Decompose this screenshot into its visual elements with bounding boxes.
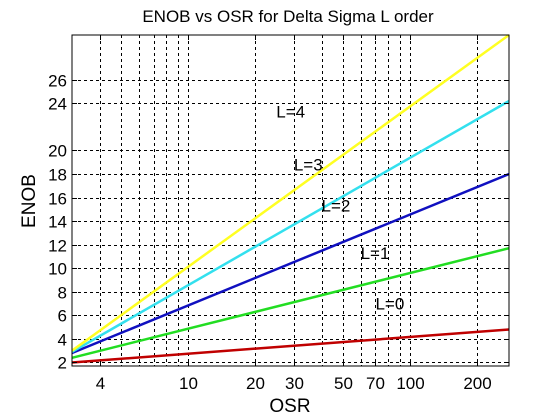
y-tick-label: 20 [48,142,67,161]
y-tick-label: 4 [58,331,67,350]
y-tick-label: 12 [48,237,67,256]
series-line-l-3 [71,99,510,353]
series-lines [71,33,510,364]
series-label: L=3 [294,155,323,174]
plot-frame [71,34,510,367]
x-tick-label: 70 [366,374,385,393]
y-tick-label: 24 [48,95,67,114]
x-axis-ticks: 4 10 20 30 50 70 100 200 [96,35,492,393]
series-line-l-4 [71,33,510,352]
y-tick-label: 16 [48,190,67,209]
y-tick-label: 18 [48,166,67,185]
chart-title: ENOB vs OSR for Delta Sigma L order [142,7,434,26]
series-label: L=4 [276,102,305,121]
x-tick-label: 10 [179,374,198,393]
series-labels: L=0 L=1 L=2 L=3 L=4 [276,102,404,313]
series-label: L=0 [375,294,404,313]
grid-lines [72,35,509,366]
x-tick-label: 200 [463,374,491,393]
series-label: L=1 [361,244,390,263]
series-line-l-1 [71,246,510,360]
x-tick-label: 20 [246,374,265,393]
series-label: L=2 [322,197,351,216]
y-tick-label: 26 [48,72,67,91]
x-tick-label: 50 [334,374,353,393]
x-tick-label: 4 [96,374,105,393]
series-line-l-0 [71,328,510,364]
x-tick-label: 100 [396,374,424,393]
y-tick-label: 10 [48,260,67,279]
x-axis-label: OSR [269,396,310,417]
y-axis-label: ENOB [19,174,40,228]
y-tick-label: 8 [58,284,67,303]
y-tick-label: 6 [58,307,67,326]
series-line-l-2 [71,172,510,355]
y-tick-label: 2 [58,354,67,373]
x-tick-label: 30 [285,374,304,393]
y-tick-label: 14 [48,213,67,232]
